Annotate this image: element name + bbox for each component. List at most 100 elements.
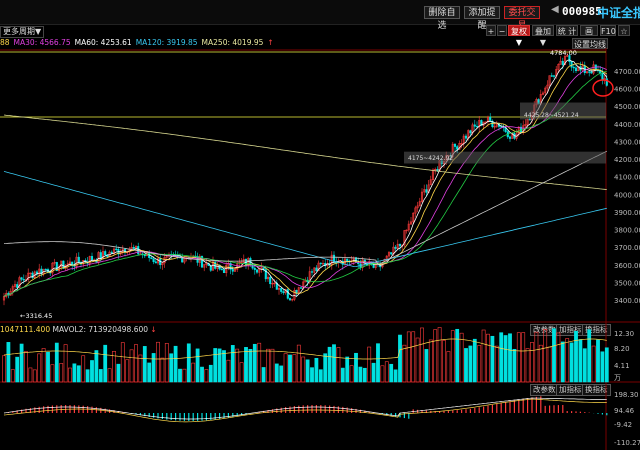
zoom-in-button[interactable]: + [486,25,496,36]
candle-body [240,261,243,264]
volume-bar [226,359,231,383]
volume-bar [376,343,380,383]
ma10-line [3,63,608,297]
candle-body [572,66,575,69]
candle-body [264,269,267,280]
candle-body [412,212,415,223]
volume-bar [292,354,297,383]
candle-body [44,268,47,271]
ma30-line [3,71,607,297]
trade-order-button[interactable]: 委托交易 [504,6,540,31]
candle-body [557,64,560,70]
candle-body [548,75,551,86]
volume-bar [19,343,24,383]
volume-bar [600,351,605,383]
candle-body [403,230,406,246]
candle-body [53,262,56,264]
zoom-out-button[interactable]: − [497,25,507,36]
add-alert-button[interactable]: 添加提醒 [464,6,500,31]
volume-bar [151,353,156,383]
candle-body [22,279,25,281]
candle-body [310,271,314,273]
candle-body [585,71,589,74]
candle-body [291,299,294,301]
volume-bar [508,333,512,383]
candle-body [20,277,23,280]
volume-bar [384,361,389,383]
candle-body [456,146,459,150]
volume-bar [398,334,402,383]
volume-bar [72,363,77,383]
volume-axis-label: 万 [614,374,621,382]
more-period-dropdown[interactable]: 更多周期▼ [0,26,45,38]
ma-legend-item: MA250: 4019.95 [201,38,264,47]
volume-axis-label: 4.11 [614,362,630,370]
candle-body [308,271,311,283]
volume-bar [565,338,570,383]
macd-edit-params-button[interactable]: 改参数 [530,384,559,396]
candle-body [55,262,58,272]
statistics-button[interactable]: 统 计 [556,25,578,36]
volume-bar [217,348,222,383]
remove-watchlist-button[interactable]: 删除自选 [424,6,460,31]
volume-bar [76,365,81,383]
back-arrow-icon[interactable]: ◀ [551,4,559,15]
f10-button[interactable]: F10 [600,25,616,36]
volume-bar [98,369,103,383]
price-axis-label: 3700.00 [614,244,640,252]
candle-body [161,262,164,266]
candle-body [16,284,19,288]
volume-bar [481,329,486,383]
price-range-box [404,151,606,164]
candle-body [601,72,604,81]
volume-bar [406,331,411,383]
candle-body [273,282,276,285]
candle-body [453,143,457,147]
adjust-dropdown[interactable]: 复权▼ [508,25,530,47]
candle-body [277,288,281,290]
candle-body [211,261,215,271]
volume-bar [208,364,213,383]
macd-axis-label: 198.30 [614,391,639,399]
volume-bar [90,360,94,383]
volume-bar [178,368,182,383]
favorite-star-icon[interactable]: ☆ [618,25,630,36]
volume-bar [534,331,539,383]
price-range-box [520,102,606,120]
volume-bar [37,353,42,383]
candle-body [62,260,65,269]
candle-body [183,258,186,263]
volume-bar [503,335,508,383]
volume-bar [415,337,420,383]
ma120-line [3,171,607,268]
candle-body [280,288,283,292]
volume-bar [116,363,121,383]
candle-body [592,64,595,74]
candle-body [203,264,206,268]
volume-bar [468,345,473,383]
candle-body [352,257,355,262]
volume-bar [340,367,345,383]
stock-code: 000985 [562,5,602,18]
volume-bar [59,363,64,383]
volume-bar [327,346,332,383]
volume-bar [332,344,336,383]
overlay-dropdown[interactable]: 叠加▼ [532,25,554,47]
volume-bar [63,344,68,383]
macd-change-indicator-button[interactable]: 换指标 [582,384,611,396]
volume-bar [314,357,319,383]
candle-body [396,243,399,249]
volume-bar [6,342,11,383]
volume-bar [362,367,367,383]
volume-bar [380,365,385,383]
candle-body [550,75,553,77]
candle-body [414,207,417,214]
volume-bar [371,362,376,383]
candle-body [90,256,94,261]
candle-body [315,267,318,271]
candle-body [493,126,496,128]
ma-settings-button[interactable]: 设置均线 [572,38,608,49]
price-axis-label: 3900.00 [614,209,640,217]
volume-bar [578,339,583,383]
